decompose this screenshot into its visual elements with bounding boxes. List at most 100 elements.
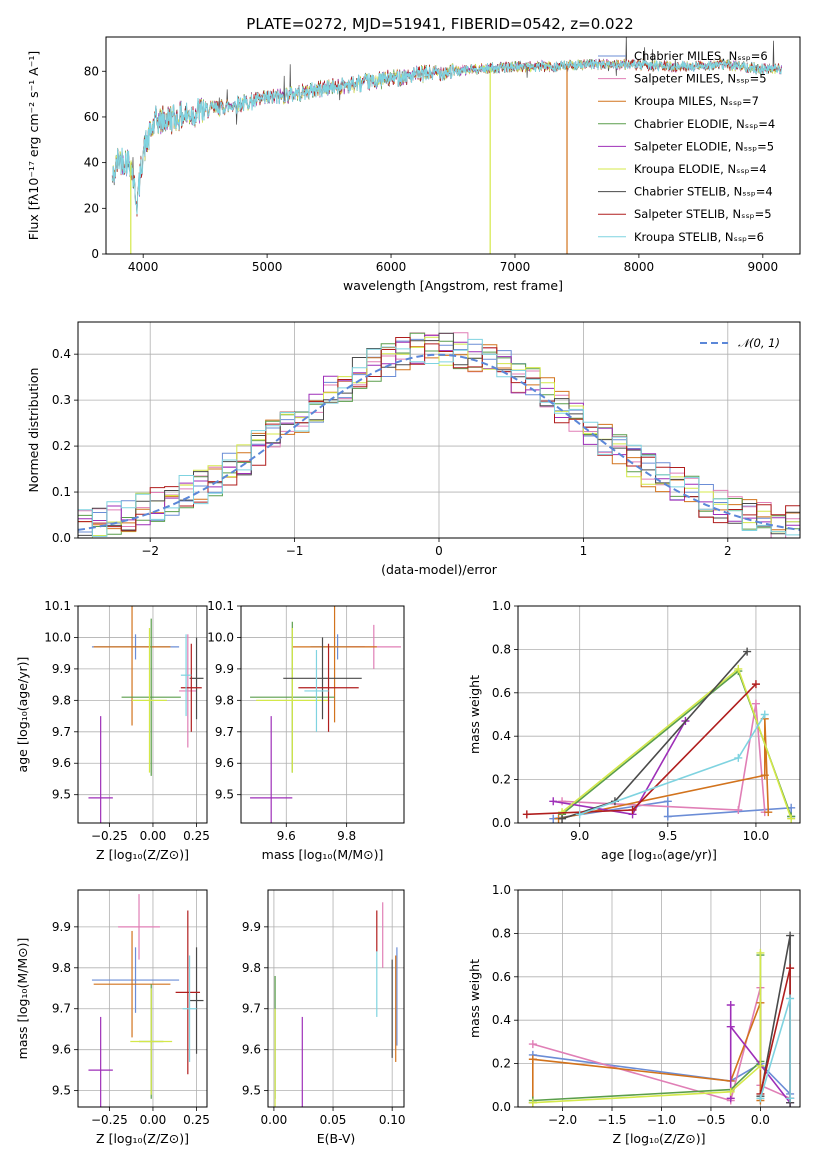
x-tick-label: 4000 [128,260,159,274]
panel-5: 9.0 9.5 10.0 0.0 0.2 0.4 0.6 0.8 1.0 age [log₁₀(a… [467,599,801,862]
weight-marker [726,1022,735,1031]
y-tick-label: 1.0 [492,599,511,613]
x-tick-label: 9.0 [570,829,589,843]
x-axis-label: Z [log₁₀(Z/Z⊙)] [96,847,189,862]
legend-label: Chabrier ELODIE, Nₛₛₚ=4 [634,117,775,131]
x-tick-label: 9.5 [658,829,677,843]
y-tick-label: 0.3 [52,393,71,407]
panel-1: 4000 5000 6000 7000 8000 9000 0 20 40 60 80 wavelen… [26,15,801,293]
y-tick-label: 0.6 [492,686,511,700]
weight-marker [734,753,743,762]
x-tick-label: 10.0 [743,829,770,843]
y-tick-label: 20 [84,201,99,215]
x-tick-label: −0.25 [91,1113,128,1127]
panel-4: 9.6 9.8 9.5 9.6 9.7 9.8 9.9 10.0 10.1 mass [log₁₀… [207,599,405,862]
plot-area [88,606,204,823]
weight-marker [743,647,752,656]
y-tick-label: 10.0 [44,630,71,644]
y-tick-label: 80 [84,64,99,78]
y-tick-label: 9.9 [242,920,261,934]
weight-line [532,952,762,1104]
y-tick-label: 0.1 [52,485,71,499]
x-tick-label: −0.5 [696,1113,725,1127]
x-axis-label: Z [log₁₀(Z/Z⊙)] [613,1131,706,1146]
weight-marker [726,1001,735,1010]
histogram-step [78,338,800,537]
plot-area [528,931,795,1107]
weight-marker [528,1040,537,1049]
x-tick-label: 0.00 [140,1113,167,1127]
y-tick-label: 10.0 [207,630,234,644]
panel-8: −2.0 −1.5 −1.0 −0.5 0.0 0.0 0.2 0.4 0.6 0.8 1.0 Z [… [467,883,801,1146]
x-axis-label: age [log₁₀(age/yr)] [601,847,717,862]
legend-label: Chabrier MILES, Nₛₛₚ=6 [634,49,768,63]
x-tick-label: 1 [580,544,588,558]
y-axis-label: mass weight [467,959,482,1038]
y-axis-label: mass weight [467,675,482,754]
y-tick-label: 40 [84,156,99,170]
x-tick-label: 0.00 [261,1113,288,1127]
weight-marker [760,771,769,780]
x-tick-label: 8000 [624,260,655,274]
x-tick-label: 6000 [376,260,407,274]
plot-area [522,647,796,823]
y-axis-label: mass [log₁₀(M/M⊙)] [15,938,30,1060]
axes-frame [77,605,208,824]
y-tick-label: 0.6 [492,970,511,984]
panel-7: 0.00 0.05 0.10 9.5 9.6 9.7 9.8 9.9 E(B-V) [242,889,406,1146]
y-tick-label: 9.9 [52,662,71,676]
grid [518,605,800,824]
y-tick-label: 9.6 [215,756,234,770]
weight-line [562,703,766,813]
weight-marker [786,964,795,973]
y-tick-label: 9.7 [215,725,234,739]
y-tick-label: 9.7 [242,1002,261,1016]
x-tick-label: 0.25 [183,1113,210,1127]
y-tick-label: 0.0 [52,531,71,545]
axes-frame [77,321,801,539]
y-tick-label: 0.4 [492,1013,511,1027]
x-axis-label: (data-model)/error [381,562,498,577]
weight-marker [549,797,558,806]
weight-marker [756,1061,765,1070]
spectrum-line [111,58,782,215]
x-tick-label: 9.8 [337,829,356,843]
plot-area [88,894,204,1107]
normal-reference-curve [78,353,800,531]
axes-frame [517,605,801,824]
x-axis-label: mass [log₁₀(M/M⊙)] [262,847,384,862]
y-axis-label: Normed distribution [26,368,41,493]
legend-label: Kroupa ELODIE, Nₛₛₚ=4 [634,162,767,176]
legend-label: Chabrier STELIB, Nₛₛₚ=4 [634,185,773,199]
axes-frame [517,889,801,1108]
y-tick-label: 10.1 [44,599,71,613]
axes-frame [240,605,405,824]
y-tick-label: 9.5 [215,788,234,802]
plot-area [250,606,401,823]
weight-marker [628,805,637,814]
legend-label: Salpeter MILES, Nₛₛₚ=5 [634,72,767,86]
axes-frame [267,889,405,1108]
y-tick-label: 0 [91,247,99,261]
y-tick-label: 0.2 [492,773,511,787]
y-tick-label: 9.8 [215,693,234,707]
legend: 𝒩(0, 1) [700,336,780,350]
x-tick-label: 9000 [748,260,779,274]
y-tick-label: 1.0 [492,883,511,897]
x-tick-label: −0.25 [91,829,128,843]
weight-marker [522,810,531,819]
weight-marker [756,948,765,957]
weight-marker [756,1094,765,1103]
y-tick-label: 9.8 [52,961,71,975]
y-tick-label: 0.4 [52,347,71,361]
plot-area [78,332,800,538]
y-tick-label: 10.1 [207,599,234,613]
weight-line [558,718,770,820]
panel-6: −0.25 0.00 0.25 9.5 9.6 9.7 9.8 9.9 Z [log₁₀(Z/Z… [15,889,210,1146]
grid [268,890,404,1107]
y-tick-label: 0.2 [492,1057,511,1071]
x-tick-label: −1 [286,544,304,558]
y-tick-label: 0.0 [492,816,511,830]
y-axis-label: Flux [fλ10⁻¹⁷ erg cm⁻² s⁻¹ A⁻¹] [26,51,41,240]
